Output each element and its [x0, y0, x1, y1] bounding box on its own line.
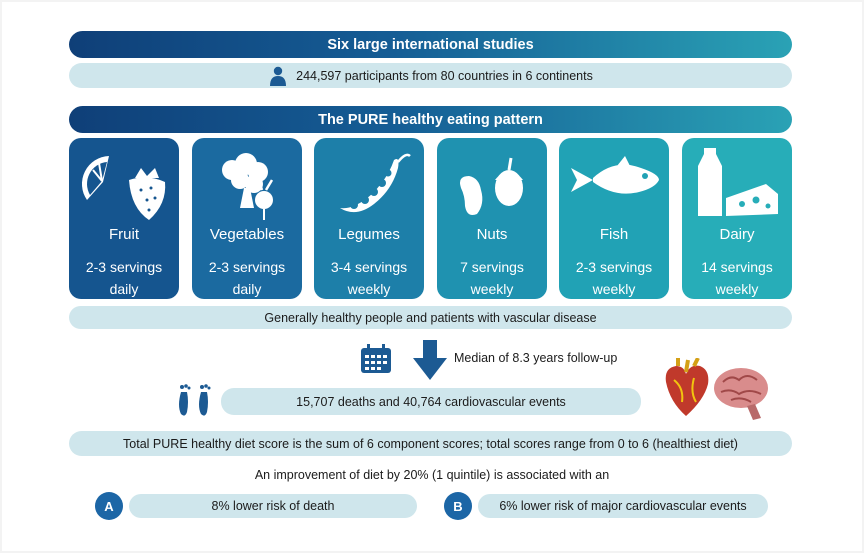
fish-icon: [571, 156, 659, 194]
pattern-banner: The PURE healthy eating pattern: [69, 106, 792, 133]
score-bar: Total PURE healthy diet score is the sum…: [69, 431, 792, 456]
food-servings: 2-3 servings daily: [208, 259, 286, 297]
result-b-bar: 6% lower risk of major cardiovascular ev…: [478, 494, 768, 518]
calendar-icon: [361, 344, 391, 373]
food-name: Dairy: [719, 226, 755, 243]
food-card-fish: Fish 2-3 servings weekly: [559, 138, 669, 299]
studies-banner: Six large international studies: [69, 31, 792, 58]
down-arrow-icon: [413, 340, 447, 380]
food-card-dairy: Dairy 14 servings weekly: [682, 138, 792, 299]
food-card-legumes: Legumes 3-4 servings weekly: [314, 138, 424, 299]
food-card-fruit: Fruit 2-3 servings daily: [69, 138, 179, 299]
outcomes-bar: 15,707 deaths and 40,764 cardiovascular …: [221, 388, 641, 415]
food-name: Fruit: [109, 226, 139, 243]
legumes-icon: [340, 153, 411, 213]
food-servings: 7 servings weekly: [460, 259, 524, 297]
food-servings: 2-3 servings weekly: [575, 259, 653, 297]
heart-icon: [665, 358, 709, 416]
result-a-marker: A: [95, 492, 123, 520]
food-name: Vegetables: [209, 226, 285, 243]
participants-text: 244,597 participants from 80 countries i…: [296, 68, 593, 83]
food-name: Nuts: [476, 226, 508, 243]
food-servings: 14 servings weekly: [701, 259, 773, 297]
food-servings: 3-4 servings weekly: [330, 259, 408, 297]
food-name: Legumes: [338, 226, 400, 243]
brain-icon: [714, 368, 768, 420]
food-servings: 2-3 servings daily: [85, 259, 163, 297]
result-b-marker: B: [444, 492, 472, 520]
food-name: Fish: [599, 226, 629, 243]
improvement-text: An improvement of diet by 20% (1 quintil…: [254, 468, 610, 482]
fruit-icon: [81, 156, 166, 220]
followup-text: Median of 8.3 years follow-up: [454, 351, 618, 365]
food-card-vegetables: Vegetables 2-3 servings daily: [192, 138, 302, 299]
footprints-icon: [179, 384, 211, 416]
dairy-icon: [698, 148, 778, 216]
participants-bar: 244,597 participants from 80 countries i…: [69, 63, 792, 88]
population-bar: Generally healthy people and patients wi…: [69, 306, 792, 329]
result-a-bar: 8% lower risk of death: [129, 494, 417, 518]
person-icon: [270, 66, 287, 86]
food-card-nuts: Nuts 7 servings weekly: [437, 138, 547, 299]
vegetables-icon: [222, 153, 274, 220]
nuts-icon: [460, 157, 523, 215]
